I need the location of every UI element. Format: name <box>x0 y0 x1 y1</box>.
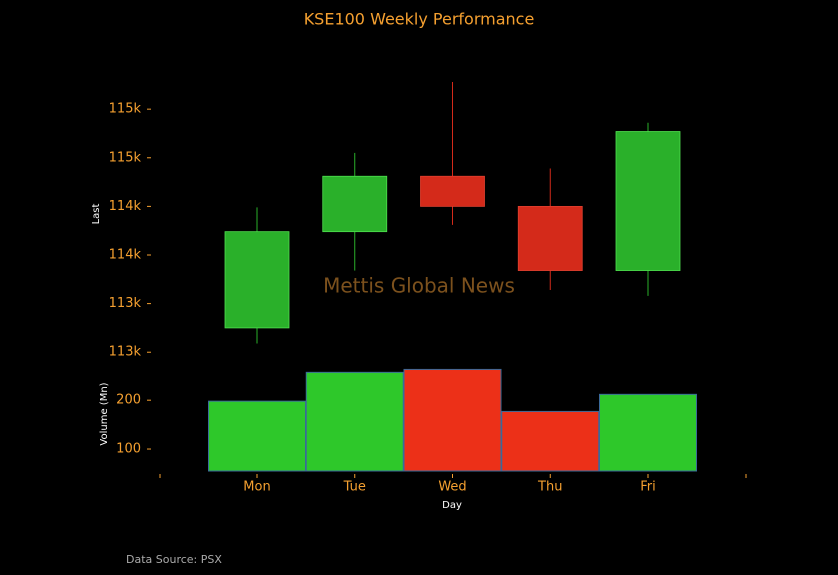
y-tick-label: 115k <box>109 150 142 165</box>
chart-title: KSE100 Weekly Performance <box>304 10 535 29</box>
source-note: Data Source: PSX <box>126 553 222 566</box>
volume-bar <box>208 400 306 472</box>
y-tick-label: 100 <box>116 442 141 457</box>
y-tick-label: 113k <box>109 345 142 360</box>
candle-body <box>224 231 290 329</box>
candle-body <box>615 131 681 271</box>
watermark: Mettis Global News <box>323 274 515 298</box>
volume-bar <box>501 410 600 472</box>
y-axis-label: Last <box>91 204 102 225</box>
x-tick-label: Thu <box>537 480 562 495</box>
y-tick-label: 114k <box>109 248 142 263</box>
x-tick-label: Fri <box>640 480 656 495</box>
x-tick-label: Mon <box>243 480 270 495</box>
volume-bar <box>403 368 502 472</box>
y-tick-label: 200 <box>116 393 141 408</box>
x-axis-label: Day <box>442 500 462 511</box>
candle-body <box>517 205 583 271</box>
candle-body <box>420 175 485 207</box>
x-tick-label: Wed <box>438 480 466 495</box>
y-tick-label: 113k <box>109 296 142 311</box>
volume-bar <box>599 393 697 472</box>
y-tick-label: 115k <box>109 102 142 117</box>
y-tick-label: 114k <box>109 199 142 214</box>
volume-bar <box>305 371 404 472</box>
candle-body <box>322 175 388 233</box>
x-tick-label: Tue <box>343 480 366 495</box>
volume-axis-label: Volume (Mn) <box>99 382 110 445</box>
